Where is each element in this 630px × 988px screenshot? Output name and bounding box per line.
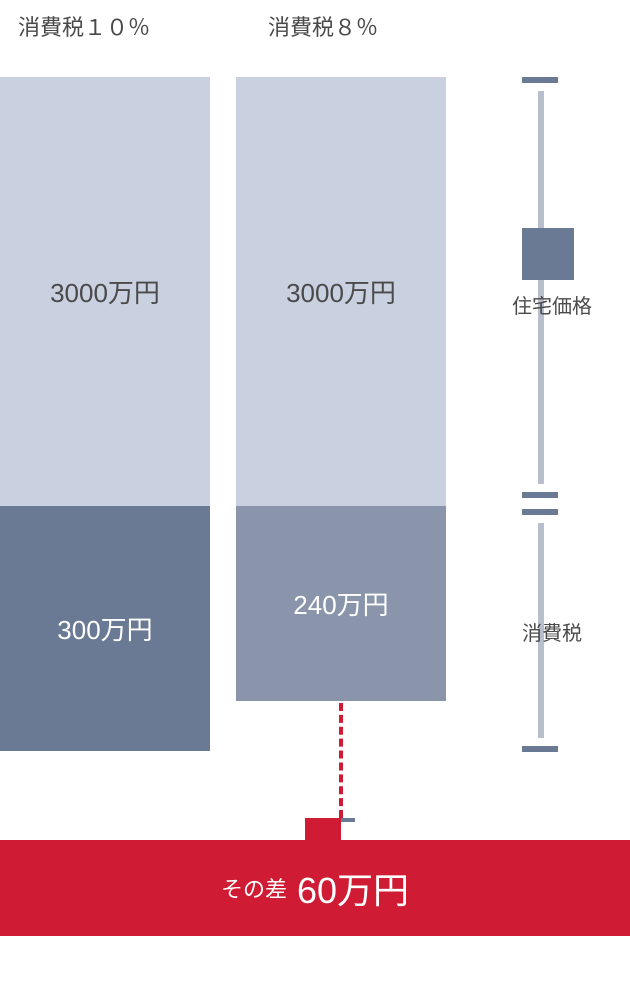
bar-price-8pct: 3000万円	[236, 77, 446, 506]
legend-label-tax: 消費税	[522, 617, 582, 646]
column-header-10pct: 消費税１０％	[18, 10, 150, 42]
bracket-cap	[522, 509, 558, 515]
bar-label: 3000万円	[50, 273, 160, 310]
column-header-8pct: 消費税８％	[268, 10, 378, 42]
bracket-cap	[522, 492, 558, 498]
bracket-line	[538, 91, 544, 484]
bar-label: 3000万円	[286, 273, 396, 310]
difference-text-big: 60万円	[297, 862, 409, 914]
bar-tax-8pct: 240万円	[236, 506, 446, 701]
chart-container: 消費税１０％ 消費税８％ 3000万円 300万円 3000万円 240万円 住…	[0, 0, 630, 988]
bar-label: 240万円	[293, 585, 388, 622]
bracket-cap	[522, 746, 558, 752]
bar-price-10pct: 3000万円	[0, 77, 210, 506]
bar-label: 300万円	[57, 610, 152, 647]
difference-dashed-line	[339, 703, 343, 818]
difference-text-small: その差	[221, 872, 287, 904]
legend-swatch-price	[522, 228, 574, 280]
legend-label-price: 住宅価格	[512, 290, 592, 319]
bar-tax-10pct: 300万円	[0, 506, 210, 751]
difference-connector	[305, 818, 341, 840]
difference-banner: その差 60万円	[0, 840, 630, 936]
bracket-cap	[522, 77, 558, 83]
